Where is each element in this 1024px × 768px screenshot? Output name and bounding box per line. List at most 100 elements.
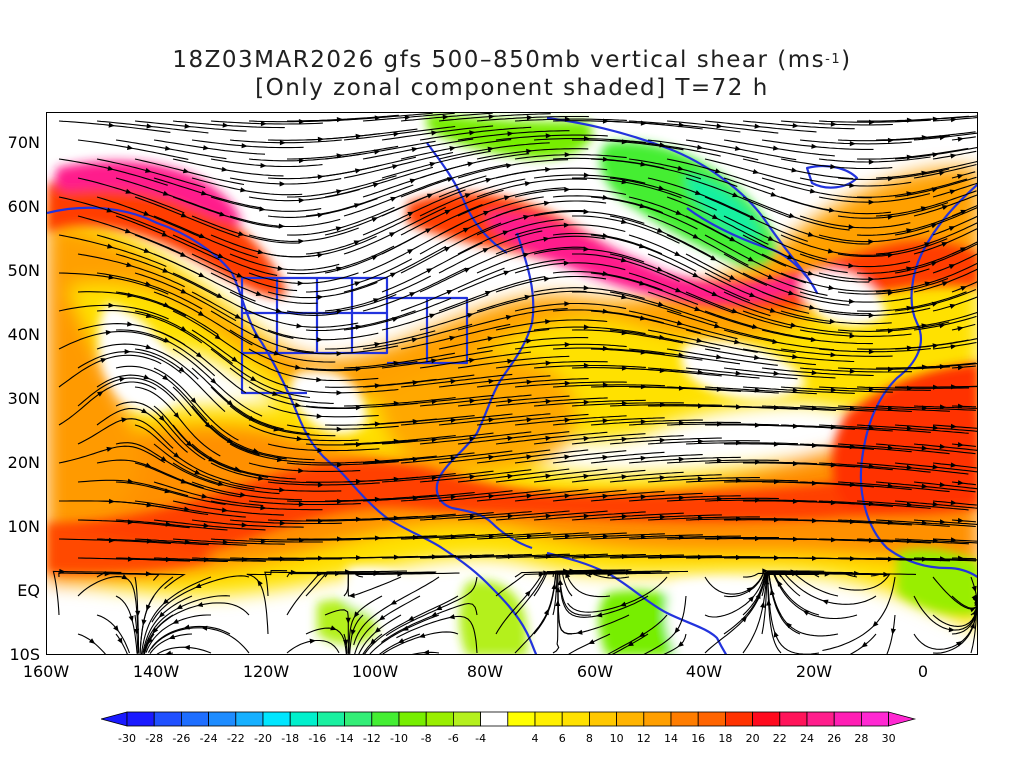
streamline-arrowhead bbox=[59, 568, 66, 575]
streamline-arrowhead bbox=[411, 337, 418, 343]
streamline-arrowhead bbox=[849, 556, 856, 562]
streamline-arrowhead bbox=[830, 537, 837, 543]
streamline-arrowhead bbox=[659, 514, 666, 520]
shade-green-pacific bbox=[317, 599, 377, 645]
streamline-arrowhead bbox=[602, 156, 609, 162]
streamline-arrowhead bbox=[390, 196, 397, 202]
streamline-arrowhead bbox=[948, 627, 955, 633]
streamline-arrowhead bbox=[677, 165, 684, 171]
streamline-arrowhead bbox=[811, 480, 818, 486]
streamline bbox=[476, 290, 587, 312]
streamline-arrowhead bbox=[165, 556, 172, 563]
streamline-arrowhead bbox=[971, 594, 977, 601]
streamline-arrowhead bbox=[208, 456, 215, 462]
streamline-arrowhead bbox=[777, 580, 783, 587]
streamline-arrowhead bbox=[746, 587, 753, 593]
streamline-arrowhead bbox=[145, 281, 152, 287]
streamline bbox=[324, 166, 434, 198]
streamline-arrowhead bbox=[810, 337, 817, 343]
streamline-arrowhead bbox=[678, 456, 685, 462]
streamline-arrowhead bbox=[564, 342, 571, 348]
streamline bbox=[704, 120, 817, 133]
streamline-arrowhead bbox=[161, 231, 169, 237]
streamline-arrowhead bbox=[583, 513, 590, 519]
streamline-arrowhead bbox=[336, 153, 343, 159]
streamline-arrowhead bbox=[932, 343, 939, 349]
streamline-arrowhead bbox=[462, 227, 470, 233]
streamline-arrowhead bbox=[355, 405, 362, 411]
streamline-arrowhead bbox=[412, 495, 419, 501]
streamline-arrowhead bbox=[792, 354, 799, 360]
streamline-arrowhead bbox=[526, 533, 533, 539]
streamline-arrowhead bbox=[88, 638, 96, 644]
streamline bbox=[628, 535, 742, 540]
streamline-arrowhead bbox=[754, 422, 761, 428]
streamline-arrowhead bbox=[621, 139, 628, 145]
streamline-arrowhead bbox=[955, 641, 963, 647]
streamline-arrowhead bbox=[353, 240, 361, 246]
streamline bbox=[134, 158, 245, 186]
streamline-arrowhead bbox=[253, 333, 260, 339]
streamline-arrowhead bbox=[906, 117, 913, 123]
streamline bbox=[191, 519, 304, 528]
streamline-arrowhead bbox=[409, 178, 417, 184]
streamline-arrowhead bbox=[423, 649, 430, 654]
streamline bbox=[267, 329, 379, 341]
streamline bbox=[438, 142, 550, 160]
colorbar-swatch bbox=[208, 711, 237, 727]
streamline bbox=[913, 163, 977, 179]
streamline-arrowhead bbox=[729, 274, 736, 280]
streamline-arrowhead bbox=[930, 223, 938, 229]
streamline-arrowhead bbox=[411, 147, 418, 153]
streamline bbox=[385, 576, 478, 637]
streamline bbox=[894, 243, 977, 274]
streamline-arrowhead bbox=[374, 421, 381, 427]
streamline-arrowhead bbox=[298, 197, 305, 204]
streamline-arrowhead bbox=[714, 323, 721, 329]
streamline-arrowhead bbox=[939, 364, 946, 370]
streamline-arrowhead bbox=[714, 168, 722, 174]
streamline bbox=[780, 158, 893, 170]
colorbar-swatch bbox=[452, 711, 481, 727]
title-main: 18Z03MAR2026 gfs 500–850mb vertical shea… bbox=[172, 47, 826, 73]
streamline-arrowhead bbox=[762, 568, 769, 574]
streamline-arrowhead bbox=[374, 115, 381, 121]
streamline-arrowhead bbox=[807, 270, 814, 276]
colorbar-tick-label: -20 bbox=[254, 732, 272, 745]
streamline-arrowhead bbox=[767, 570, 774, 577]
streamline-arrowhead bbox=[640, 120, 647, 126]
streamline-arrowhead bbox=[921, 445, 928, 451]
streamline-arrowhead bbox=[921, 520, 928, 526]
colorbar-tick-label: -6 bbox=[447, 732, 459, 745]
colorbar-tick-label: -18 bbox=[281, 732, 300, 745]
streamline-arrowhead bbox=[106, 207, 113, 213]
streamline-arrowhead bbox=[526, 454, 533, 460]
streamline-arrowhead bbox=[162, 374, 169, 381]
streamline-arrowhead bbox=[231, 356, 238, 363]
coastlines bbox=[47, 116, 977, 654]
streamline-arrowhead bbox=[939, 170, 946, 176]
streamline-arrowhead bbox=[753, 354, 761, 360]
streamline bbox=[115, 442, 219, 486]
streamline-arrowhead bbox=[543, 276, 551, 282]
streamline-arrowhead bbox=[960, 286, 967, 291]
streamline-arrowhead bbox=[469, 436, 476, 442]
colorbar bbox=[101, 711, 917, 727]
streamline-arrowhead bbox=[887, 519, 894, 525]
streamline-arrowhead bbox=[336, 309, 343, 315]
streamline-arrowhead bbox=[755, 592, 761, 600]
streamline bbox=[552, 533, 665, 540]
streamline-arrowhead bbox=[920, 206, 928, 212]
streamline-arrowhead bbox=[316, 337, 323, 343]
streamline-arrowhead bbox=[255, 291, 263, 296]
streamline-arrowhead bbox=[196, 602, 204, 607]
streamline-arrowhead bbox=[773, 631, 779, 638]
streamline bbox=[704, 158, 814, 188]
streamline bbox=[267, 518, 381, 522]
streamline-arrowhead bbox=[227, 400, 234, 406]
streamline-arrowhead bbox=[393, 515, 400, 521]
streamline-arrowhead bbox=[524, 181, 532, 187]
shade-magenta-pacific bbox=[55, 161, 242, 223]
streamline-arrowhead bbox=[370, 638, 377, 645]
streamline-arrowhead bbox=[450, 455, 457, 461]
